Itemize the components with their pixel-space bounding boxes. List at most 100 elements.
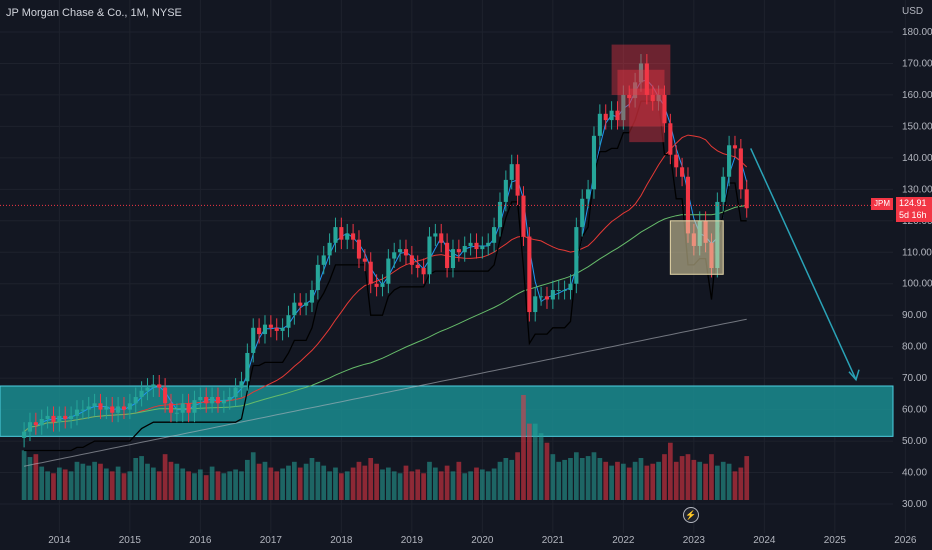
symbol-tag: JPM xyxy=(871,198,893,210)
candle-body xyxy=(304,302,309,306)
candle-body xyxy=(603,113,608,121)
candle-body xyxy=(638,63,644,83)
volume-bar xyxy=(45,471,50,500)
candle-body xyxy=(251,327,256,353)
candle-body xyxy=(615,110,620,121)
ma-long-line xyxy=(24,318,747,467)
candle-body xyxy=(127,403,132,410)
candle-body xyxy=(591,135,597,190)
candle-body xyxy=(292,302,297,316)
volume-bar xyxy=(697,461,703,500)
candle-body xyxy=(362,258,367,262)
candle-body xyxy=(562,290,567,292)
x-tick-label: 2022 xyxy=(612,535,635,546)
candle-body xyxy=(738,148,743,190)
volume-bar xyxy=(527,423,532,500)
lightning-bolt-icon[interactable]: ⚡ xyxy=(683,507,699,523)
volume-bar xyxy=(679,456,685,500)
y-tick-label: 30.00 xyxy=(902,499,927,510)
volume-bar xyxy=(92,461,97,500)
volume-bar xyxy=(327,471,332,500)
volume-bar xyxy=(127,471,133,500)
candle-body xyxy=(151,384,156,388)
volume-bar xyxy=(515,452,520,500)
volume-bar xyxy=(626,467,632,500)
candle-body xyxy=(92,403,97,407)
volume-bar xyxy=(562,459,567,500)
candle-body xyxy=(45,415,50,420)
volume-bar xyxy=(468,471,473,500)
candle-body xyxy=(668,123,673,155)
volume-bar xyxy=(662,454,667,500)
candle-body xyxy=(351,233,356,240)
volume-bar xyxy=(673,461,679,500)
volume-bar xyxy=(156,471,162,500)
arrow-head xyxy=(848,369,860,382)
candle-body xyxy=(386,258,391,284)
candle-body xyxy=(409,255,414,265)
volume-bar xyxy=(462,473,468,500)
y-tick-label: 80.00 xyxy=(902,342,927,353)
candle-body xyxy=(633,82,638,99)
volume-bar xyxy=(27,457,33,500)
candle-body xyxy=(63,415,68,420)
volume-bar xyxy=(180,468,186,500)
candle-body xyxy=(121,406,127,410)
volume-bar xyxy=(521,395,526,500)
volume-bar xyxy=(403,465,409,500)
candle-body xyxy=(98,403,103,410)
volume-bars xyxy=(21,395,750,500)
volume-bar xyxy=(162,454,168,500)
candle-body xyxy=(650,94,655,102)
volume-bar xyxy=(744,456,750,500)
candle-body xyxy=(298,302,303,306)
candle-body xyxy=(521,195,526,237)
volume-bar xyxy=(656,461,661,500)
volume-bar xyxy=(215,471,221,500)
candle-body xyxy=(480,245,485,250)
y-tick-label: 70.00 xyxy=(902,373,927,384)
volume-bar xyxy=(145,463,150,500)
candle-body xyxy=(215,397,221,404)
volume-bar xyxy=(368,458,374,500)
volume-bar xyxy=(186,471,191,500)
volume-bar xyxy=(109,471,115,500)
volume-bar xyxy=(609,465,614,500)
candle-body xyxy=(721,176,726,202)
candle-body xyxy=(274,327,279,331)
candle-body xyxy=(192,400,197,413)
volume-bar xyxy=(597,458,603,500)
volume-bar xyxy=(262,461,268,500)
volume-bar xyxy=(68,471,74,500)
candle-body xyxy=(732,145,738,149)
volume-bar xyxy=(668,442,673,500)
volume-bar xyxy=(256,463,262,500)
candle-body xyxy=(309,290,315,303)
candle-body xyxy=(157,384,162,388)
volume-bar xyxy=(421,473,426,500)
moving-averages xyxy=(23,79,748,467)
candle-body xyxy=(556,290,561,292)
y-tick-label: 180.00 xyxy=(902,27,932,38)
zones xyxy=(0,385,894,437)
candle-body xyxy=(744,189,749,209)
volume-bar xyxy=(550,454,556,500)
volume-bar xyxy=(480,469,485,500)
volume-bar xyxy=(391,471,397,500)
volume-bar xyxy=(685,454,691,500)
volume-bar xyxy=(104,468,109,500)
volume-bar xyxy=(121,473,127,500)
candle-body xyxy=(403,249,409,256)
currency-label: USD xyxy=(902,6,924,17)
candle-body xyxy=(550,290,555,300)
candle-body xyxy=(427,236,432,275)
candle-body xyxy=(662,94,667,124)
candle-body xyxy=(257,327,262,335)
volume-bar xyxy=(538,433,544,500)
x-axis: 2014 2015 2016 2017 2018 2019 2020 2021 2022 2023… xyxy=(48,535,917,546)
x-tick-label: 2016 xyxy=(189,535,212,546)
volume-bar xyxy=(233,469,238,500)
volume-bar xyxy=(192,473,197,500)
candle-body xyxy=(80,409,85,411)
